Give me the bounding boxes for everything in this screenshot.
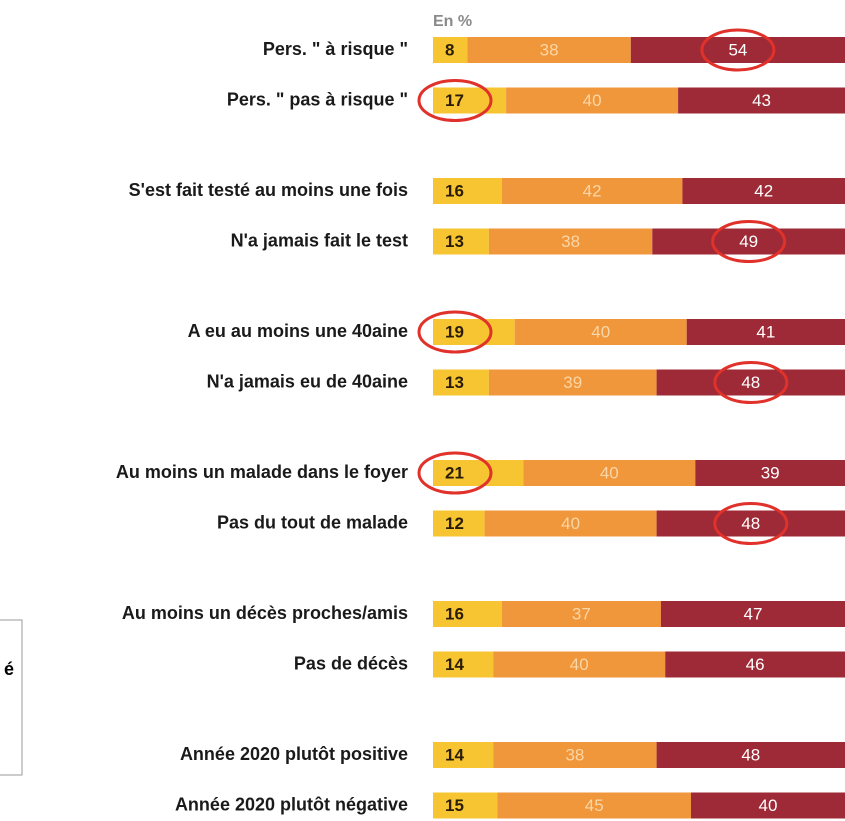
- bar-segment: [488, 228, 653, 255]
- value-label: 41: [756, 322, 775, 341]
- value-label: 16: [445, 181, 464, 200]
- value-label: 12: [445, 514, 464, 533]
- value-label: 16: [445, 604, 464, 623]
- category-label: N'a jamais fait le test: [231, 230, 408, 250]
- category-label: Pers. " à risque ": [263, 39, 408, 59]
- value-label: 49: [739, 232, 758, 251]
- value-label: 40: [759, 796, 778, 815]
- bar-segment: [433, 87, 507, 114]
- legend-box: [0, 619, 23, 776]
- highlight-circle: [713, 502, 789, 545]
- value-label: 19: [445, 322, 464, 341]
- highlight-circle: [713, 361, 789, 404]
- value-label: 14: [445, 655, 464, 674]
- value-label: 43: [752, 91, 771, 110]
- highlight-circle: [417, 451, 493, 495]
- value-label: 38: [540, 40, 559, 59]
- value-label: 8: [445, 40, 454, 59]
- value-label: 48: [741, 373, 760, 392]
- bar-segment: [695, 460, 845, 486]
- value-label: 40: [583, 91, 602, 110]
- bar-segment: [656, 742, 845, 768]
- bar-segment: [433, 369, 489, 396]
- value-label: 42: [754, 181, 773, 200]
- bar-segment: [506, 87, 679, 114]
- bar-segment: [501, 601, 661, 627]
- highlight-circle: [711, 220, 787, 263]
- bar-segment: [433, 792, 498, 819]
- value-label: 14: [445, 745, 464, 764]
- bar-segment: [523, 460, 696, 486]
- value-label: 13: [445, 232, 464, 251]
- category-label: Pas de décès: [294, 653, 408, 673]
- category-label: Pers. " pas à risque ": [227, 89, 408, 109]
- value-label: 48: [741, 745, 760, 764]
- bar-segment: [433, 460, 524, 486]
- subtitle: En %: [433, 13, 472, 30]
- value-label: 40: [600, 463, 619, 482]
- bar-segment: [433, 178, 502, 204]
- annotation: é: [4, 659, 14, 679]
- value-label: 42: [583, 181, 602, 200]
- value-label: 48: [741, 514, 760, 533]
- bar-segment: [652, 228, 845, 255]
- bar-segment: [467, 37, 631, 63]
- bar-segment: [691, 792, 845, 819]
- highlight-circle: [700, 28, 776, 72]
- bar-segment: [433, 319, 515, 345]
- bar-segment: [656, 510, 845, 537]
- value-label: 15: [445, 796, 464, 815]
- value-label: 37: [572, 604, 591, 623]
- highlight-circle: [417, 79, 493, 122]
- category-label: N'a jamais eu de 40aine: [207, 371, 408, 391]
- bar-segment: [433, 651, 494, 678]
- bar-segment: [433, 742, 494, 768]
- bar-segment: [493, 651, 666, 678]
- bar-segment: [660, 601, 845, 627]
- value-label: 17: [445, 91, 464, 110]
- bar-segment: [493, 742, 657, 768]
- category-label: S'est fait testé au moins une fois: [129, 180, 408, 200]
- value-label: 46: [746, 655, 765, 674]
- bar-segment: [656, 369, 845, 396]
- value-label: 39: [563, 373, 582, 392]
- bar-segment: [630, 37, 845, 63]
- bar-segment: [678, 87, 845, 114]
- category-label: A eu au moins une 40aine: [188, 321, 408, 341]
- bar-segment: [433, 601, 502, 627]
- bar-segment: [497, 792, 691, 819]
- bar-segment: [501, 178, 683, 204]
- value-label: 40: [561, 514, 580, 533]
- value-label: 39: [761, 463, 780, 482]
- highlight-circle: [417, 310, 493, 354]
- category-label: Année 2020 plutôt négative: [175, 794, 408, 814]
- value-label: 40: [570, 655, 589, 674]
- value-label: 21: [445, 463, 464, 482]
- category-label: Au moins un décès proches/amis: [122, 603, 408, 623]
- value-label: 40: [591, 322, 610, 341]
- bar-segment: [682, 178, 845, 204]
- bar-segment: [686, 319, 845, 345]
- bar-segment: [433, 37, 468, 63]
- value-label: 38: [565, 745, 584, 764]
- value-label: 13: [445, 373, 464, 392]
- bar-segment: [484, 510, 657, 537]
- bar-segment: [488, 369, 657, 396]
- value-label: 47: [743, 604, 762, 623]
- category-label: Pas du tout de malade: [217, 512, 408, 532]
- value-label: 45: [585, 796, 604, 815]
- category-label: Année 2020 plutôt positive: [180, 744, 408, 764]
- value-label: 54: [728, 40, 747, 59]
- category-label: Au moins un malade dans le foyer: [116, 462, 408, 482]
- bar-segment: [433, 510, 485, 537]
- bar-segment: [665, 651, 845, 678]
- bar-segment: [433, 228, 489, 255]
- value-label: 38: [561, 232, 580, 251]
- bar-segment: [514, 319, 687, 345]
